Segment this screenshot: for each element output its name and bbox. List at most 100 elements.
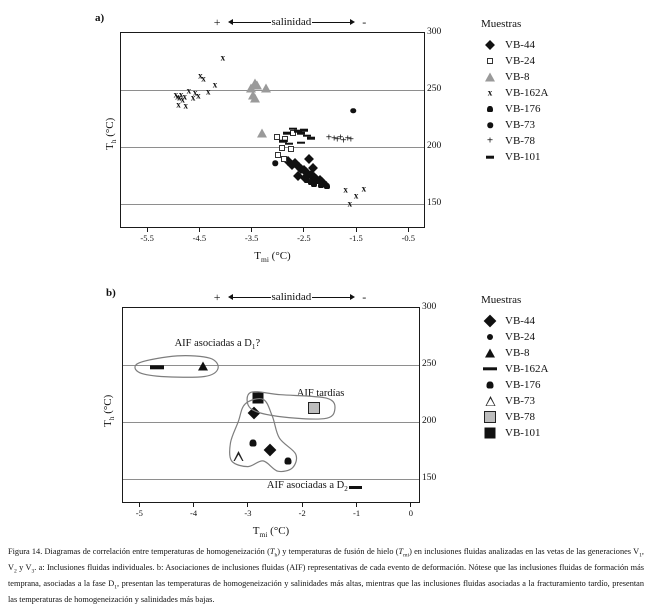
x-axis-tick-mark bbox=[251, 228, 253, 232]
marker-dash-vb-162a bbox=[149, 365, 164, 370]
legend-item-label: VB-8 bbox=[505, 71, 530, 83]
panel-b-letter: b) bbox=[106, 287, 116, 299]
legend-marker bbox=[481, 37, 503, 53]
salinity-label: salinidad bbox=[271, 16, 312, 28]
legend-item[interactable]: VB-73 bbox=[481, 117, 548, 133]
x-axis-tick-mark bbox=[356, 503, 358, 507]
panel-b-y-axis-title: Th (°C) bbox=[102, 394, 117, 427]
legend-marker: + bbox=[481, 133, 503, 149]
figure-caption: Figura 14. Diagramas de correlación entr… bbox=[8, 546, 644, 605]
legend-item[interactable]: VB-162A bbox=[481, 361, 548, 377]
marker-triangle-filled bbox=[485, 348, 495, 358]
legend-item-label: VB-162A bbox=[505, 363, 549, 375]
legend-marker bbox=[481, 377, 503, 393]
legend-marker: x bbox=[481, 85, 503, 101]
salinity-minus-sign: - bbox=[362, 15, 367, 29]
marker-dash-vb-101 bbox=[297, 141, 306, 144]
group-outlines bbox=[134, 355, 336, 473]
panel-b: b) + salinidad - 150 200 250 300 -5 -4 -3 -2 -1 0… bbox=[0, 282, 652, 539]
legend-item[interactable]: VB-73 bbox=[481, 393, 548, 409]
marker-dash-vb-101 bbox=[285, 142, 294, 145]
marker-diamond-filled bbox=[483, 314, 497, 328]
legend-item[interactable]: VB-8 bbox=[481, 69, 548, 85]
marker-pentagon-filled-vb-176 bbox=[249, 439, 257, 447]
legend-item[interactable]: VB-78 bbox=[481, 409, 548, 425]
salinity-plus-sign: + bbox=[213, 290, 221, 304]
legend-marker bbox=[481, 69, 503, 85]
arrow-right-head bbox=[350, 19, 356, 25]
x-axis-tick-mark bbox=[303, 228, 305, 232]
panel-a-legend: Muestras VB-44 VB-24 VB-8 x VB-162A VB-176 VB-… bbox=[481, 18, 548, 165]
marker-triangle-open-vb-73 bbox=[233, 451, 244, 462]
marker-circle-filled bbox=[487, 334, 493, 340]
marker-dash-vb-101 bbox=[293, 129, 302, 133]
legend-item[interactable]: VB-176 bbox=[481, 101, 548, 117]
grid-line bbox=[121, 204, 424, 206]
legend-item-label: VB-44 bbox=[505, 39, 535, 51]
arrow-line-left bbox=[232, 21, 271, 23]
legend-marker bbox=[481, 361, 503, 377]
legend-item[interactable]: VB-8 bbox=[481, 345, 548, 361]
legend-item[interactable]: x VB-162A bbox=[481, 85, 549, 101]
marker-dash bbox=[486, 155, 494, 159]
marker-x-vb-162a: x bbox=[343, 184, 348, 195]
arrow-line-left bbox=[232, 296, 271, 298]
outline-aif-d1 bbox=[134, 355, 219, 378]
legend-item[interactable]: VB-24 bbox=[481, 329, 548, 345]
marker-triangle-gray-vb-8 bbox=[257, 128, 268, 138]
legend-item[interactable]: VB-101 bbox=[481, 149, 548, 165]
x-axis-tick-label: 0 bbox=[396, 503, 426, 518]
marker-x-vb-162a: x bbox=[353, 190, 359, 201]
marker-dash-vb-101 bbox=[278, 140, 287, 143]
x-axis-tick-mark bbox=[410, 503, 412, 507]
x-axis-tick-mark bbox=[193, 503, 195, 507]
panel-a-x-axis-title: Tmi (°C) bbox=[254, 250, 291, 265]
legend-item[interactable]: VB-176 bbox=[481, 377, 548, 393]
marker-triangle-gray bbox=[485, 72, 495, 82]
outline-aif-tardias bbox=[246, 391, 336, 420]
marker-x-vb-162a: x bbox=[198, 70, 203, 81]
marker-square-gray bbox=[484, 411, 496, 423]
legend-item[interactable]: VB-44 bbox=[481, 37, 548, 53]
marker-dash-vb-101 bbox=[302, 134, 311, 137]
legend-item[interactable]: VB-24 bbox=[481, 53, 548, 69]
x-axis-tick-label: -3.5 bbox=[237, 228, 267, 243]
legend-marker bbox=[481, 393, 503, 409]
legend-item-label: VB-24 bbox=[505, 331, 535, 343]
x-axis-tick-mark bbox=[138, 503, 140, 507]
panel-b-plot-area: 150 200 250 300 -5 -4 -3 -2 -1 0 AIF asociadas a D… bbox=[122, 302, 436, 518]
legend-item[interactable]: VB-44 bbox=[481, 313, 548, 329]
y-axis-tick-label: 250 bbox=[427, 84, 442, 95]
marker-pentagon-filled-vb-176 bbox=[308, 179, 315, 186]
marker-square-open bbox=[487, 58, 493, 64]
x-axis-tick-label: -4.5 bbox=[184, 228, 214, 243]
marker-x-vb-162a: x bbox=[177, 92, 182, 103]
marker-plus-vb-78: + bbox=[340, 134, 347, 147]
legend-item-label: VB-101 bbox=[505, 427, 541, 439]
panel-b-x-axis-title: Tmi (°C) bbox=[252, 525, 290, 540]
marker-circle-filled-vb-73 bbox=[272, 160, 278, 166]
x-axis-tick-label: -5 bbox=[124, 503, 154, 518]
x-axis-tick-label: -5.5 bbox=[132, 228, 162, 243]
legend-marker bbox=[481, 345, 503, 361]
grid-line bbox=[121, 147, 424, 149]
marker-x-vb-162a: x bbox=[176, 99, 181, 110]
legend-item[interactable]: + VB-78 bbox=[481, 133, 548, 149]
legend-marker bbox=[481, 117, 503, 133]
legend-item-label: VB-176 bbox=[505, 379, 541, 391]
x-axis-tick-mark bbox=[301, 503, 303, 507]
legend-item[interactable]: VB-101 bbox=[481, 425, 548, 441]
x-axis-tick-label: -3 bbox=[233, 503, 263, 518]
x-axis-tick-label: -0.5 bbox=[393, 228, 423, 243]
marker-dash bbox=[483, 367, 497, 371]
marker-dash-vb-101 bbox=[289, 127, 298, 131]
legend-marker bbox=[481, 313, 503, 329]
legend-item-label: VB-101 bbox=[505, 151, 541, 163]
legend-item-label: VB-8 bbox=[505, 347, 530, 359]
marker-circle-filled-vb-73 bbox=[350, 107, 357, 114]
legend-item-label: VB-44 bbox=[505, 315, 535, 327]
panel-a-y-axis-title: Th (°C) bbox=[104, 117, 119, 150]
y-axis-tick-label: 150 bbox=[427, 198, 442, 209]
marker-square-gray-vb-78 bbox=[308, 402, 321, 415]
marker-pentagon-filled-vb-176 bbox=[324, 182, 331, 189]
